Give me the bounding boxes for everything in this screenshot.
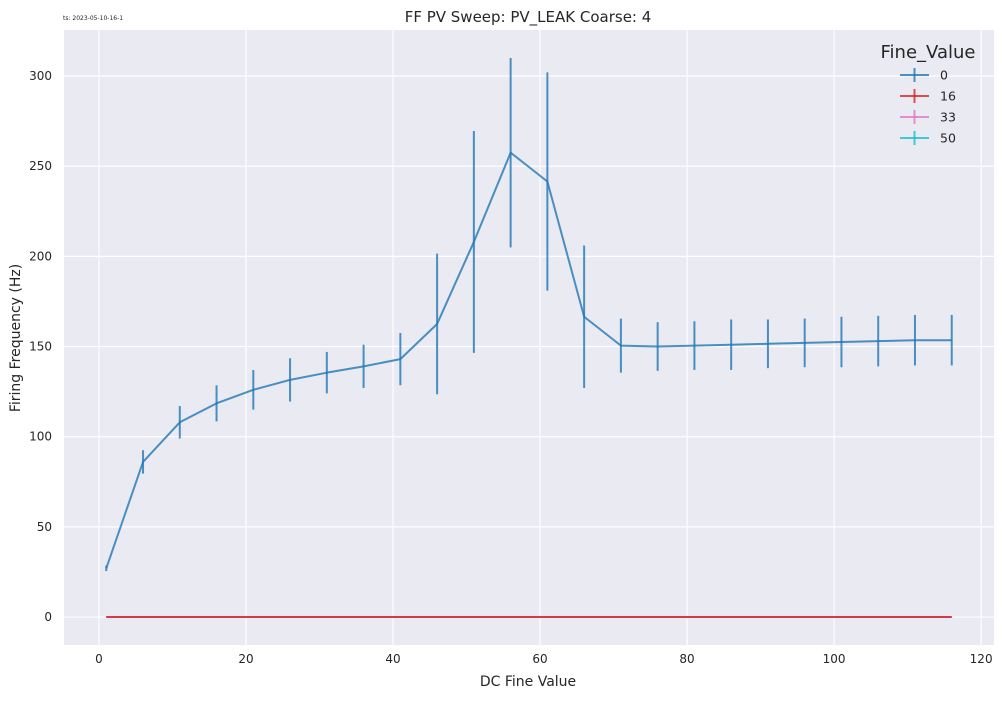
y-tick-label: 200 [29,249,52,263]
legend-label: 0 [940,68,948,83]
x-tick-label: 40 [385,652,400,666]
y-axis-label: Firing Frequency (Hz) [8,264,24,412]
x-axis-label: DC Fine Value [480,674,576,690]
legend-entry-0: 0 [900,68,948,83]
y-tick-label: 50 [37,520,52,534]
legend-label: 50 [940,131,956,146]
series-line-0 [105,151,952,569]
legend: Fine_Value 0 16 33 50 [881,42,976,146]
x-tick-label: 20 [238,652,253,666]
y-tick-label: 0 [44,610,52,624]
chart-title: FF PV Sweep: PV_LEAK Coarse: 4 [405,8,652,27]
plot-area [64,30,994,645]
y-tick-label: 300 [29,69,52,83]
series-layer [105,57,953,619]
legend-label: 16 [940,89,956,104]
x-tick-label: 80 [679,652,694,666]
y-axis-ticks: 0 50 100 150 200 250 300 [29,69,52,624]
legend-entry-16: 16 [900,89,956,104]
legend-entry-33: 33 [900,110,956,125]
legend-entry-50: 50 [900,131,956,146]
y-tick-label: 250 [29,159,52,173]
x-tick-label: 60 [532,652,547,666]
series-0 [105,57,953,572]
x-axis-ticks: 0 20 40 60 80 100 120 [95,652,992,666]
timestamp-label: ts: 2023-05-10-16-1 [63,15,123,22]
legend-title: Fine_Value [881,42,976,63]
y-tick-label: 100 [29,430,52,444]
legend-items: 0 16 33 50 [900,68,956,146]
legend-label: 33 [940,110,956,125]
x-tick-label: 0 [95,652,103,666]
x-tick-label: 100 [823,652,846,666]
x-tick-label: 120 [970,652,993,666]
y-tick-label: 150 [29,340,52,354]
